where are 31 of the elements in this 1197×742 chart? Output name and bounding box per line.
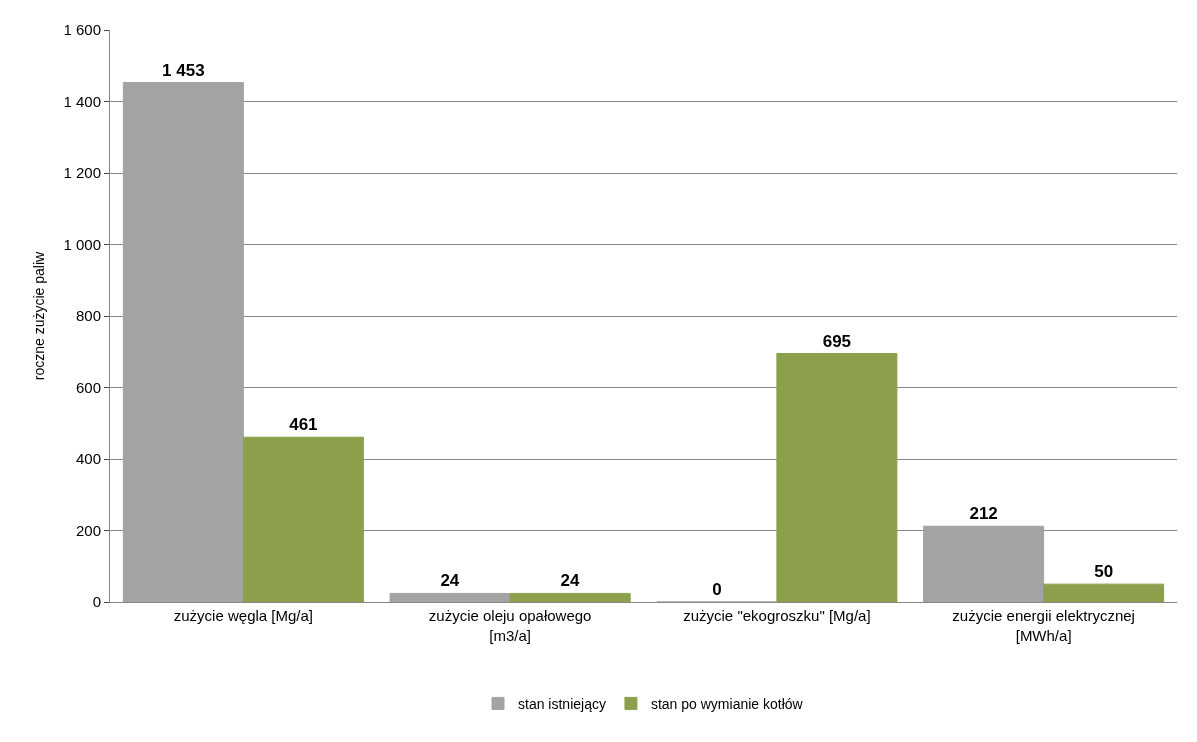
x-tick-label: zużycie oleju opałowego [m3/a] [428,607,592,644]
y-axis-title: roczne zużycie paliw [31,250,48,381]
y-tick-label: 1 200 [63,164,101,182]
y-tick-label: 600 [75,378,101,396]
y-tick-label: 1 600 [63,21,101,39]
bar [923,525,1045,602]
y-tick-label: 0 [92,593,101,611]
y-tick-label: 400 [75,450,101,468]
bar [242,436,364,602]
data-label: 0 [712,580,722,599]
bar [122,82,244,602]
data-label: 461 [289,415,318,435]
x-tick-label: zużycie "ekogroszku" [Mg/a] [683,607,871,624]
bar [1043,583,1165,602]
bar [509,592,631,602]
y-tick-label: 800 [75,307,101,325]
data-label: 1 453 [162,60,205,80]
bar [776,353,898,602]
bar [389,592,511,602]
y-tick-label: 1 000 [63,235,101,253]
data-label: 695 [822,331,852,351]
data-label: 24 [560,571,580,591]
x-tick-label: zużycie energii elektrycznej [MWh/a] [952,607,1135,644]
data-label: 50 [1094,562,1114,582]
data-label: 212 [969,504,998,524]
y-tick-label: 1 400 [63,92,101,110]
legend-label: stan istniejący [518,695,606,712]
legend-label: stan po wymianie kotłów [650,695,804,712]
data-label: 24 [440,571,460,591]
x-tick-label: zużycie węgla [Mg/a] [173,607,313,624]
y-tick-label: 200 [75,521,101,539]
